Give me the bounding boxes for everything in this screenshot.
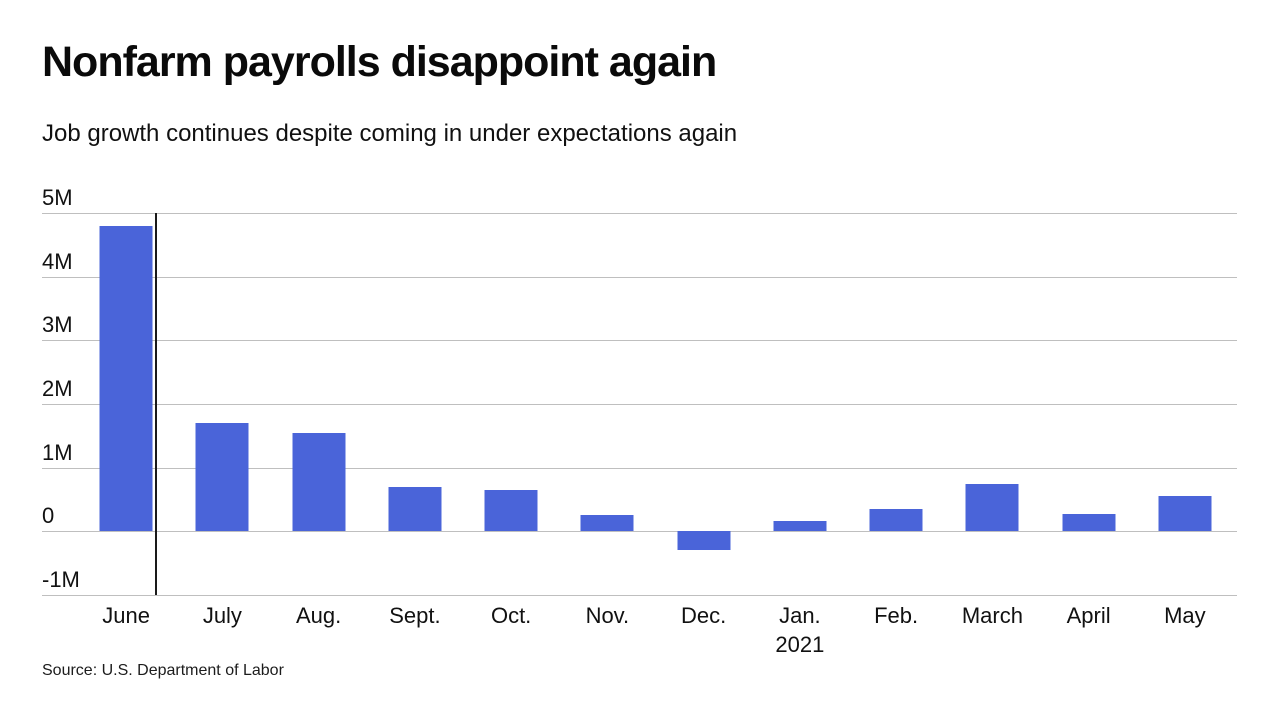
bar (292, 432, 346, 532)
x-axis-label: Oct. (490, 603, 532, 628)
x-axis-label: Nov. (585, 603, 630, 628)
chart-title: Nonfarm payrolls disappoint again (42, 38, 717, 86)
bar-slot (271, 213, 367, 595)
y-axis-label: 0 (42, 503, 55, 529)
x-axis-label: July (202, 603, 242, 628)
gridline (42, 467, 1237, 469)
bar (773, 520, 827, 532)
gridline (42, 340, 1237, 342)
bar-slot (752, 213, 848, 595)
x-axis-label: Aug. (295, 603, 342, 628)
gridline (42, 213, 1237, 214)
bar (1158, 496, 1212, 532)
bar-slot (1137, 213, 1233, 595)
x-axis-label: Dec. (681, 603, 727, 628)
bar (484, 489, 538, 532)
source-note: Source: U.S. Department of Labor (42, 662, 284, 679)
y-axis-line (155, 213, 157, 595)
x-axis-label: April (1066, 603, 1111, 628)
bars (78, 213, 1233, 595)
bar (677, 531, 731, 551)
bar-slot (944, 213, 1040, 595)
bar (195, 423, 249, 532)
bar-slot (174, 213, 270, 595)
bar-slot (559, 213, 655, 595)
bar (99, 225, 153, 532)
y-axis-label: -1M (42, 567, 80, 592)
bar (965, 483, 1019, 532)
bar-slot (463, 213, 559, 595)
y-axis-label: 2M (42, 376, 73, 401)
gridline (42, 276, 1237, 278)
chart-subtitle: Job growth continues despite coming in u… (42, 120, 738, 147)
x-axis-label: Feb. (874, 603, 919, 628)
y-axis-label: 1M (42, 439, 73, 465)
bar (580, 515, 634, 532)
x-axis-label: March (961, 603, 1023, 628)
gridline (42, 595, 1237, 596)
x-axis-labels: June July Aug. Sept. Oct. Nov. Dec. Jan. 2021 Feb… (78, 601, 1233, 659)
bar-slot (1041, 213, 1137, 595)
x-axis-label: Jan. 2021 (775, 603, 825, 657)
x-axis-label: Sept. (389, 603, 441, 628)
bar-slot (848, 213, 944, 595)
bar (388, 486, 442, 532)
bar-slot (367, 213, 463, 595)
y-axis-label: 5M (42, 185, 73, 210)
x-axis-label: May (1164, 603, 1206, 628)
y-axis-label: 3M (42, 312, 73, 338)
bar-chart: 5M 4M 3M 2M 1M 0 -1M June July Aug. Sept. Oct. Nov.… (42, 186, 1237, 657)
x-axis-label: June (102, 603, 150, 628)
bar-slot (656, 213, 752, 595)
bar (1062, 514, 1116, 532)
gridline (42, 404, 1237, 405)
gridline (42, 531, 1237, 533)
bar-slot (78, 213, 174, 595)
bar (869, 509, 923, 532)
y-axis-label: 4M (42, 248, 73, 274)
